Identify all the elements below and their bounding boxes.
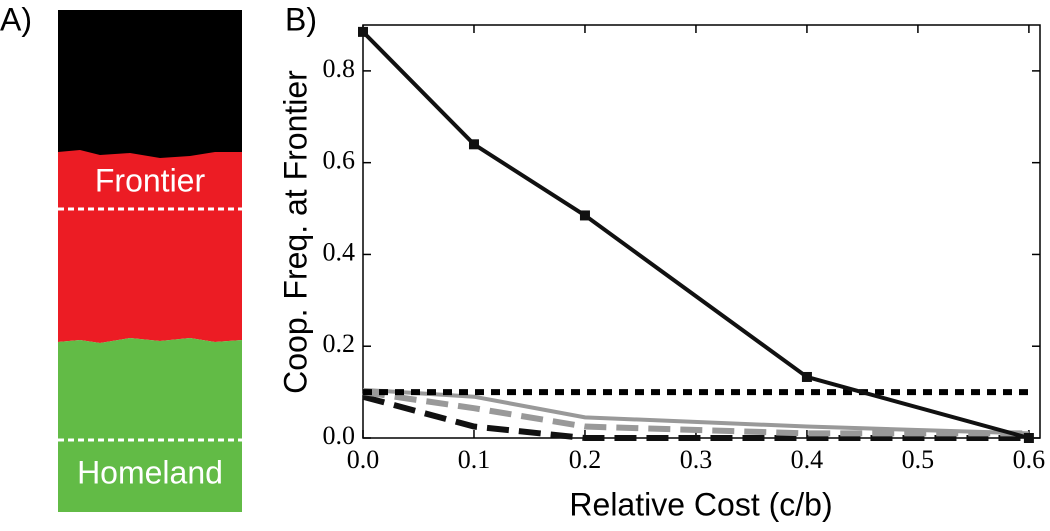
y-tick-label: 0.4 [323,237,356,266]
x-axis-label: Relative Cost (c/b) [569,486,832,522]
x-tick-label: 0.2 [569,445,602,474]
point-marker [358,26,368,37]
panel-label: B) [285,1,317,37]
defector-region [58,338,242,512]
panel-label: A) [0,1,32,37]
series-line [362,393,1029,441]
x-tick-label: 0.3 [680,445,713,474]
x-tick-label: 0.0 [347,445,380,474]
y-tick-label: 0.6 [323,146,356,175]
x-tick-label: 0.6 [1013,445,1046,474]
x-tick-label: 0.4 [791,445,824,474]
y-tick-label: 0.8 [323,54,356,83]
y-tick-label: 0.2 [323,329,356,358]
plot-frame [362,24,1041,439]
point-marker [1023,433,1034,443]
x-tick-label: 0.1 [458,445,491,474]
series-line [361,30,1030,440]
series-line [362,387,1029,436]
y-axis-label: Coop. Freq. at Frontier [277,70,313,394]
cooperator-region [58,150,242,343]
series-line [362,389,1029,437]
y-tick-label: 0.0 [323,421,356,450]
region-label: Frontier [95,162,206,198]
x-tick-label: 0.5 [902,445,935,474]
point-marker [468,139,479,150]
point-marker [801,371,812,382]
empty-region [58,10,242,160]
point-marker [579,210,590,221]
panel-a-image: Frontier Homeland [58,10,242,512]
region-label: Homeland [77,454,223,490]
